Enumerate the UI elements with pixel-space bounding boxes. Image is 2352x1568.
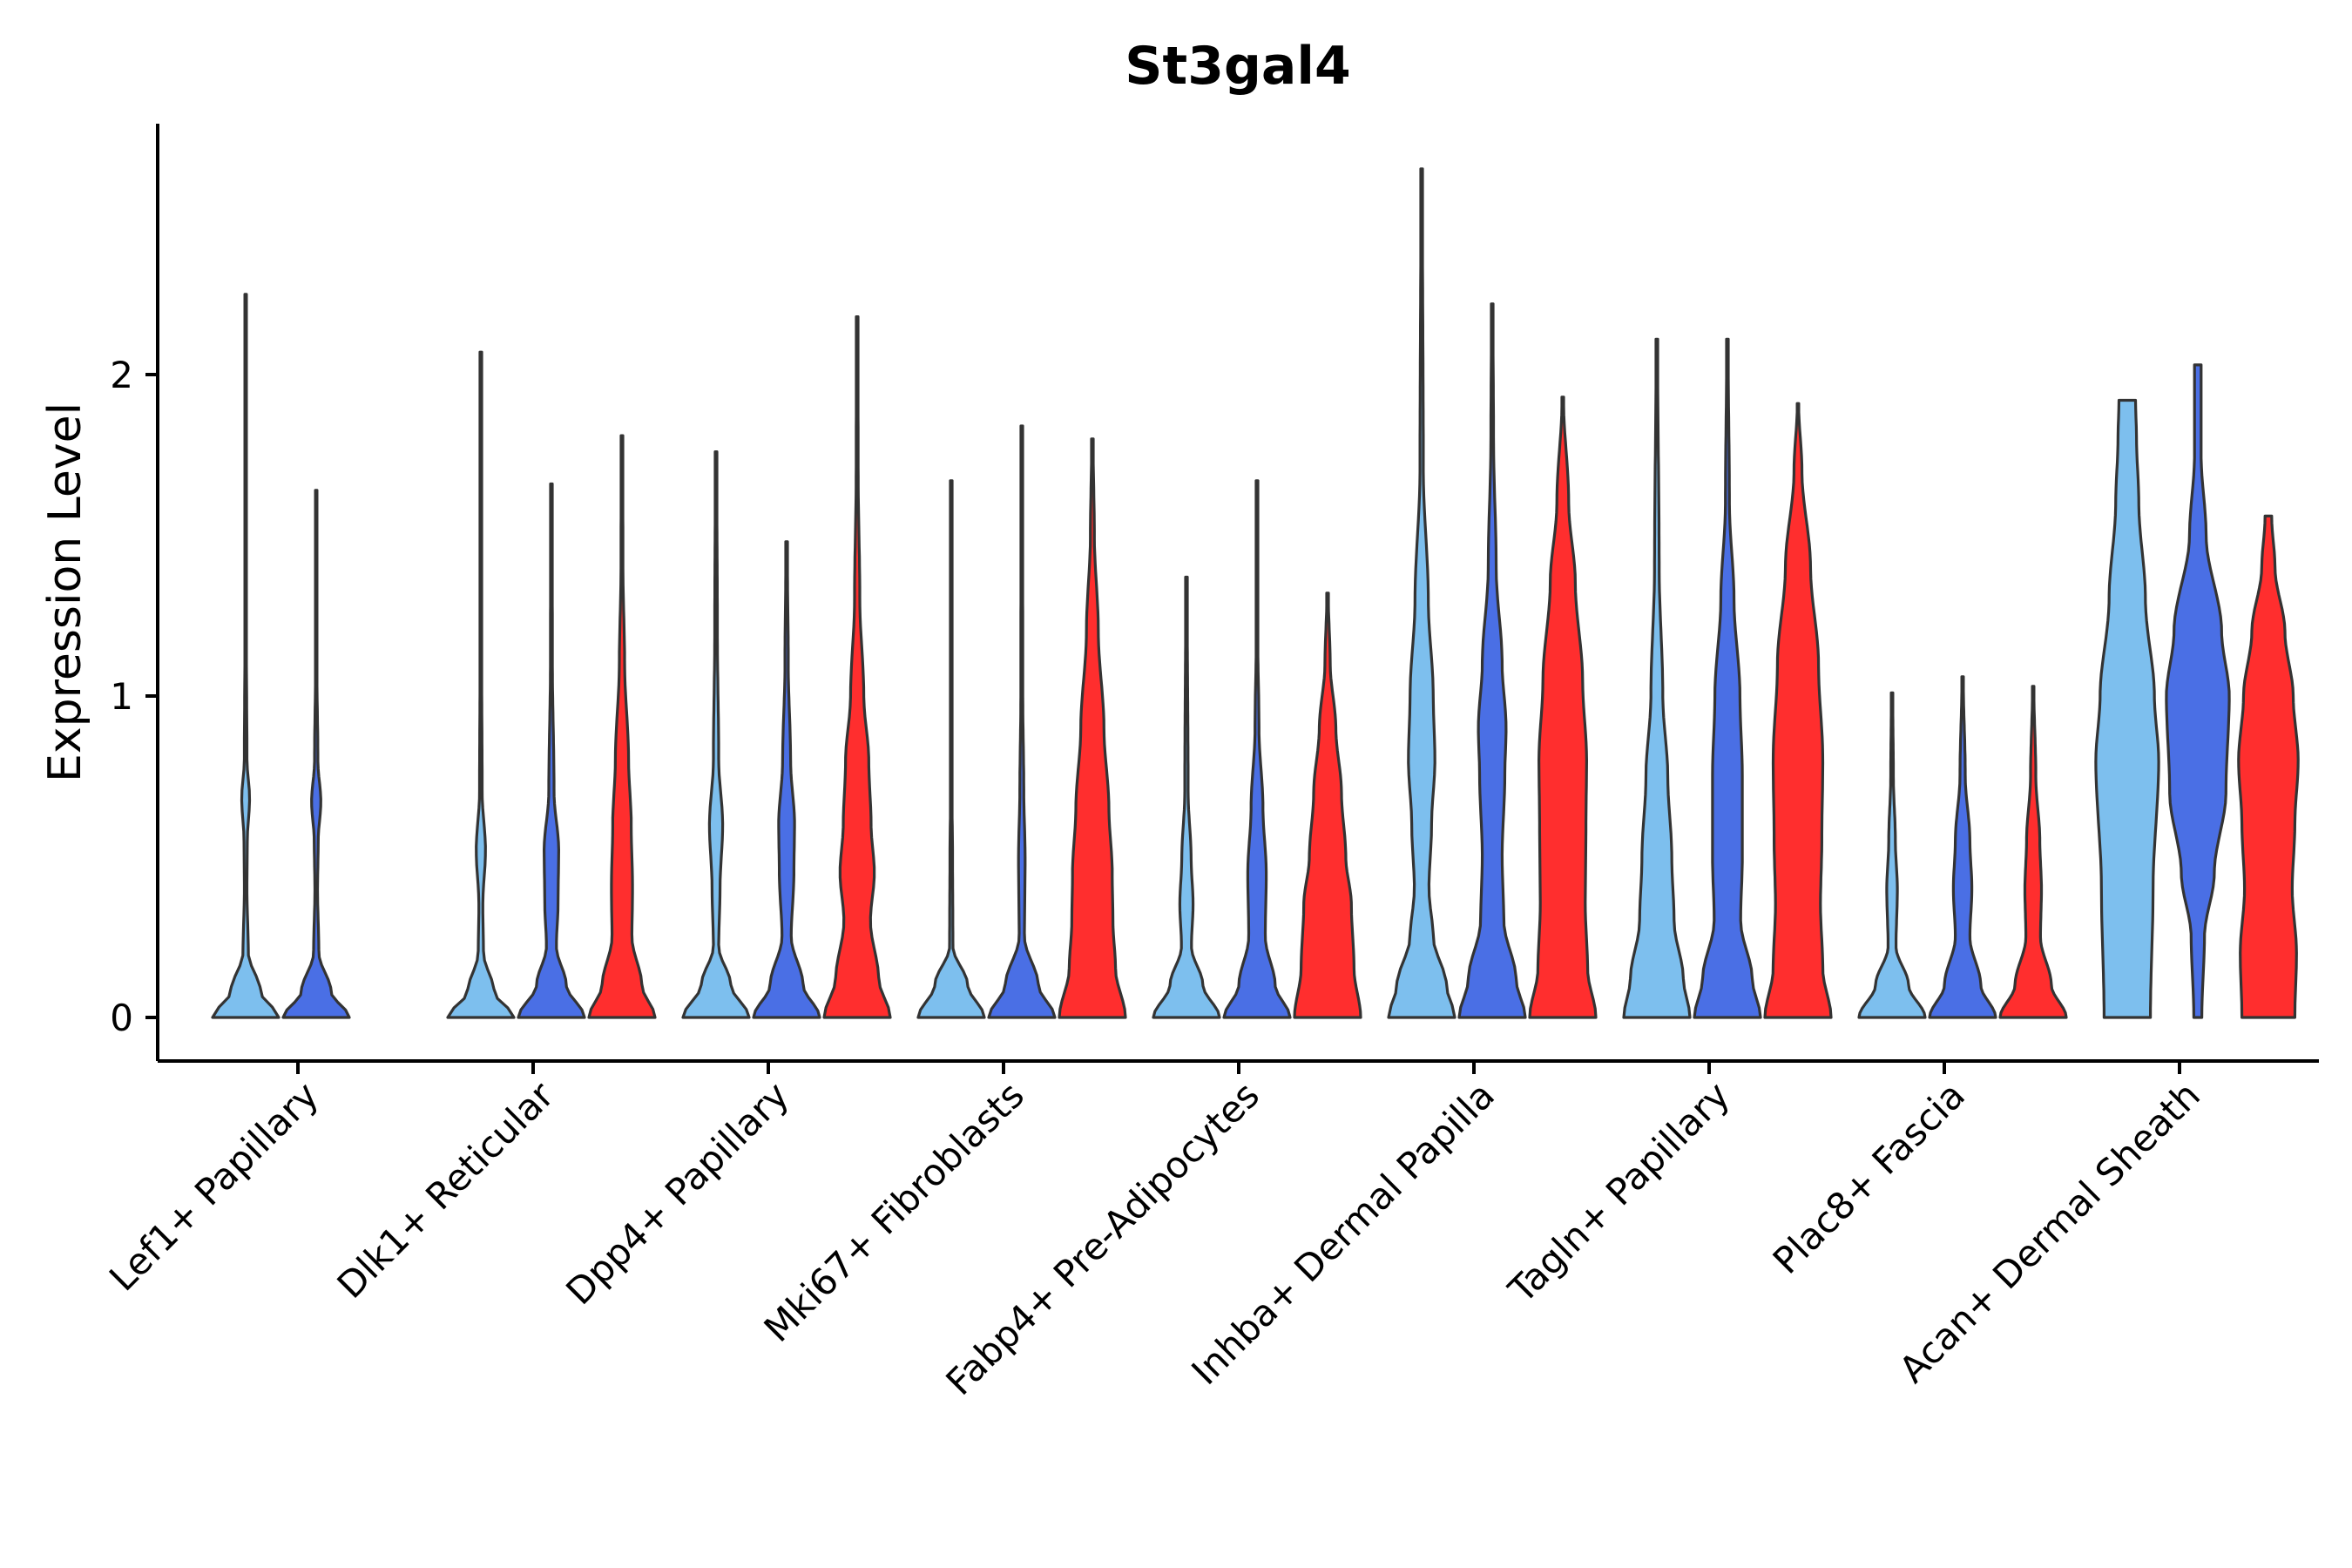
violin-tagln-papillary-s1 — [1622, 337, 1692, 1019]
violin-tagln-papillary-s2 — [1693, 337, 1762, 1019]
violin-mki67-fibroblasts-s1 — [916, 479, 986, 1019]
x-tick-label: Tagln+ Papillary — [1500, 1073, 1738, 1311]
violin-dlk1-reticular-s1 — [446, 350, 516, 1019]
violin-mki67-fibroblasts-s2 — [987, 424, 1057, 1019]
x-tick-label: Mki67+ Fibroblasts — [756, 1073, 1032, 1349]
violin-inhba-dermal-papilla-s2 — [1457, 302, 1527, 1019]
violin-inhba-dermal-papilla-s3 — [1528, 395, 1598, 1019]
violin-fabp4-pre-adipocytes-s2 — [1222, 479, 1292, 1019]
x-tick-label: Dpp4+ Papillary — [558, 1073, 797, 1313]
y-tick-label: 1 — [110, 675, 133, 718]
violin-dpp4-papillary-s3 — [822, 315, 892, 1019]
x-tick-label: Plac8+ Fascia — [1765, 1073, 1973, 1281]
violin-inhba-dermal-papilla-s1 — [1387, 167, 1456, 1019]
y-ticks: 0 1 2 — [110, 354, 158, 1039]
y-axis-label: Expression Level — [39, 402, 91, 782]
violin-acan-dermal-sheath-s1 — [2094, 398, 2160, 1019]
chart-title: St3gal4 — [1125, 36, 1350, 97]
violin-dlk1-reticular-s2 — [517, 482, 586, 1019]
y-tick-label: 0 — [110, 997, 133, 1039]
violin-fabp4-pre-adipocytes-s3 — [1293, 591, 1362, 1019]
violin-mki67-fibroblasts-s3 — [1058, 437, 1127, 1019]
violin-tagln-papillary-s3 — [1763, 402, 1833, 1019]
violin-plac8-fascia-s1 — [1857, 691, 1927, 1019]
violins-group — [211, 167, 2300, 1019]
violin-dpp4-papillary-s1 — [681, 450, 751, 1019]
violin-plac8-fascia-s3 — [1998, 685, 2068, 1019]
violin-dlk1-reticular-s3 — [587, 434, 657, 1019]
y-tick-label: 2 — [110, 354, 133, 396]
violin-lef1-papillary-s1 — [211, 293, 280, 1019]
violin-lef1-papillary-s2 — [281, 489, 351, 1019]
violin-acan-dermal-sheath-s2 — [2165, 363, 2231, 1019]
violin-acan-dermal-sheath-s3 — [2237, 514, 2300, 1019]
x-tick-label: Dlk1+ Reticular — [329, 1073, 563, 1307]
x-tick-label: Lef1+ Papillary — [101, 1073, 327, 1299]
violin-fabp4-pre-adipocytes-s1 — [1152, 575, 1221, 1019]
violin-dpp4-papillary-s2 — [752, 540, 821, 1019]
violin-plac8-fascia-s2 — [1928, 675, 1997, 1019]
